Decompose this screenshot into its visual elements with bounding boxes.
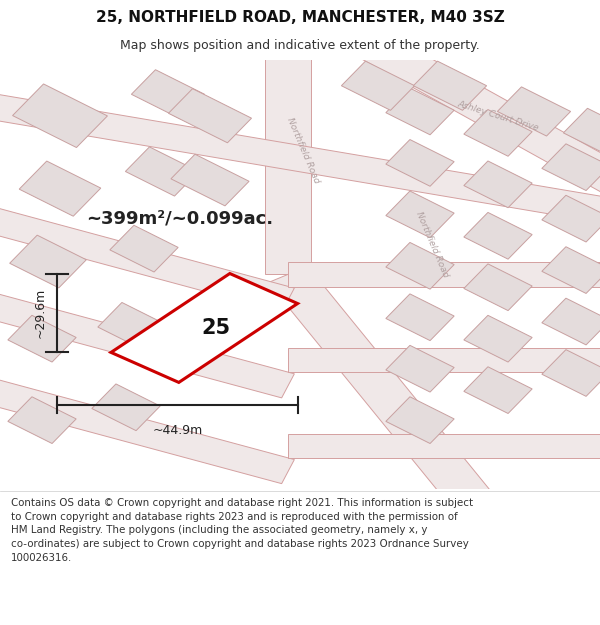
Polygon shape: [288, 434, 600, 458]
Polygon shape: [0, 202, 295, 312]
Text: Northfield Road: Northfield Road: [285, 116, 321, 184]
Polygon shape: [19, 161, 101, 216]
Polygon shape: [171, 154, 249, 206]
Polygon shape: [464, 367, 532, 414]
Polygon shape: [497, 87, 571, 136]
Text: ~399m²/~0.099ac.: ~399m²/~0.099ac.: [86, 209, 274, 227]
Polygon shape: [464, 316, 532, 362]
Polygon shape: [13, 84, 107, 148]
Text: 25, NORTHFIELD ROAD, MANCHESTER, M40 3SZ: 25, NORTHFIELD ROAD, MANCHESTER, M40 3SZ: [95, 11, 505, 26]
Polygon shape: [8, 397, 76, 444]
Polygon shape: [268, 266, 500, 518]
Polygon shape: [0, 91, 600, 227]
Polygon shape: [464, 264, 532, 311]
Polygon shape: [265, 39, 311, 274]
Polygon shape: [8, 316, 76, 362]
Polygon shape: [110, 225, 178, 272]
Polygon shape: [131, 70, 205, 119]
Polygon shape: [347, 26, 600, 201]
Polygon shape: [0, 374, 295, 484]
Polygon shape: [386, 191, 454, 238]
Polygon shape: [386, 346, 454, 392]
Text: ~44.9m: ~44.9m: [152, 424, 202, 438]
Polygon shape: [386, 397, 454, 444]
Polygon shape: [563, 108, 600, 158]
Text: Northfield Road: Northfield Road: [414, 210, 450, 279]
Polygon shape: [288, 348, 600, 372]
Polygon shape: [464, 161, 532, 208]
Text: Contains OS data © Crown copyright and database right 2021. This information is : Contains OS data © Crown copyright and d…: [11, 498, 473, 562]
Polygon shape: [386, 139, 454, 186]
Polygon shape: [0, 288, 295, 398]
Polygon shape: [92, 384, 160, 431]
Polygon shape: [125, 147, 199, 196]
Polygon shape: [288, 261, 600, 288]
Polygon shape: [169, 89, 251, 142]
Polygon shape: [413, 61, 487, 111]
Polygon shape: [464, 109, 532, 156]
Polygon shape: [542, 144, 600, 191]
Polygon shape: [98, 302, 166, 349]
Polygon shape: [386, 242, 454, 289]
Polygon shape: [542, 298, 600, 345]
Text: Map shows position and indicative extent of the property.: Map shows position and indicative extent…: [120, 39, 480, 51]
Polygon shape: [111, 274, 298, 382]
Polygon shape: [386, 294, 454, 341]
Text: ~29.6m: ~29.6m: [34, 288, 47, 338]
Polygon shape: [542, 349, 600, 396]
Polygon shape: [542, 195, 600, 242]
Polygon shape: [464, 213, 532, 259]
Polygon shape: [542, 247, 600, 294]
Text: 25: 25: [202, 318, 231, 338]
Text: Ashley Court Drive: Ashley Court Drive: [456, 99, 540, 132]
Polygon shape: [341, 61, 415, 111]
Polygon shape: [386, 88, 454, 135]
Polygon shape: [10, 235, 86, 288]
